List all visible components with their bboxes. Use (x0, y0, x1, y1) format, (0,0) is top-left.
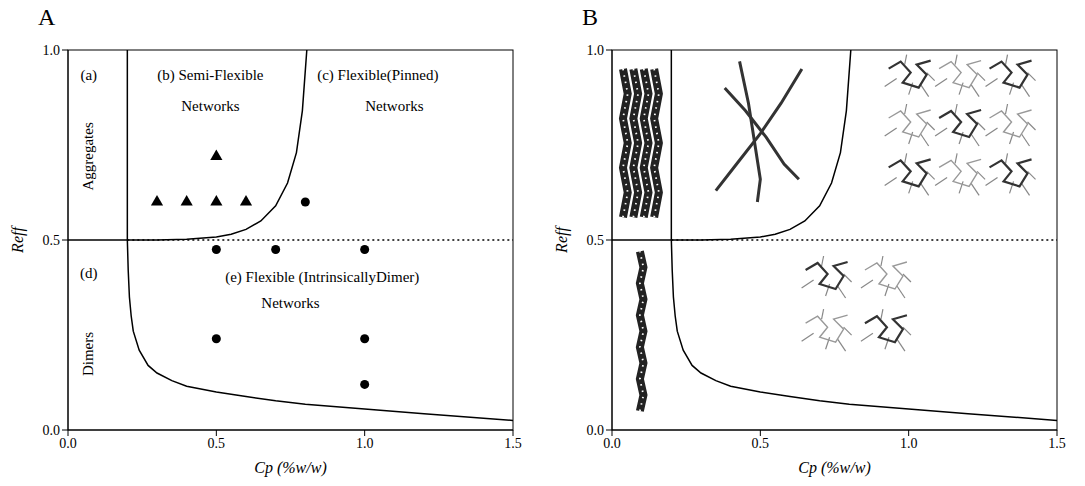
html-text:A: A (38, 4, 56, 30)
svg-text:Aggregates: Aggregates (80, 122, 96, 190)
svg-text:1.5: 1.5 (504, 436, 522, 451)
svg-text:0.5: 0.5 (208, 436, 226, 451)
svg-text:Dimers: Dimers (80, 332, 96, 376)
svg-text:0.5: 0.5 (752, 436, 770, 451)
svg-text:0.0: 0.0 (603, 436, 621, 451)
svg-text:Reff: Reff (553, 225, 571, 254)
svg-text:(e) Flexible (IntrinsicallyDim: (e) Flexible (IntrinsicallyDimer) (225, 269, 419, 286)
svg-text:0.0: 0.0 (59, 436, 77, 451)
svg-text:Networks: Networks (261, 295, 319, 311)
svg-text:Reff: Reff (9, 225, 27, 254)
svg-text:1.0: 1.0 (900, 436, 918, 451)
svg-text:(b) Semi-Flexible: (b) Semi-Flexible (157, 67, 264, 84)
svg-text:0.0: 0.0 (587, 423, 605, 438)
svg-text:(a): (a) (80, 67, 97, 84)
svg-text:Cp (%w/w): Cp (%w/w) (798, 459, 870, 477)
svg-text:Networks: Networks (181, 98, 239, 114)
svg-text:1.0: 1.0 (43, 43, 61, 58)
svg-text:1.0: 1.0 (356, 436, 374, 451)
html-text:B: B (582, 4, 598, 30)
svg-text:1.5: 1.5 (1048, 436, 1066, 451)
svg-text:0.5: 0.5 (587, 233, 605, 248)
svg-text:Networks: Networks (365, 98, 423, 114)
svg-text:(c) Flexible(Pinned): (c) Flexible(Pinned) (317, 67, 438, 84)
svg-text:0.5: 0.5 (43, 233, 61, 248)
svg-text:1.0: 1.0 (587, 43, 605, 58)
svg-text:0.0: 0.0 (43, 423, 61, 438)
svg-text:Cp (%w/w): Cp (%w/w) (254, 459, 326, 477)
svg-text:(d): (d) (80, 265, 98, 282)
